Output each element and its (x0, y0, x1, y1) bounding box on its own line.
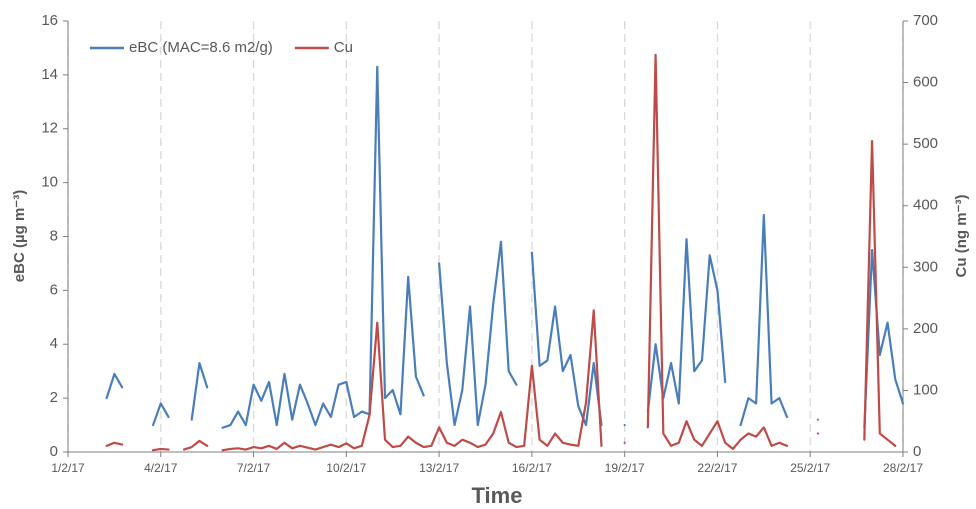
x-tick-label: 16/2/17 (512, 461, 552, 475)
y2-tick-label: 100 (913, 381, 938, 398)
y2-tick-label: 0 (913, 443, 921, 460)
legend-label: eBC (MAC=8.6 m2/g) (129, 39, 273, 56)
y-tick-label: 4 (50, 335, 58, 352)
x-axis-title: Time (472, 483, 523, 508)
x-tick-label: 7/2/17 (237, 461, 271, 475)
y-tick-label: 14 (41, 66, 58, 83)
series-line (105, 53, 897, 452)
y2-tick-label: 400 (913, 197, 938, 214)
y-tick-label: 12 (41, 120, 58, 137)
y2-tick-label: 300 (913, 258, 938, 275)
y-tick-label: 2 (50, 389, 58, 406)
y-tick-label: 16 (41, 12, 58, 29)
y2-tick-label: 200 (913, 320, 938, 337)
x-tick-label: 10/2/17 (326, 461, 366, 475)
y2-axis-title: Cu (ng m⁻³) (953, 195, 970, 278)
x-tick-label: 13/2/17 (419, 461, 459, 475)
y2-tick-label: 700 (913, 12, 938, 29)
y-tick-label: 8 (50, 227, 58, 244)
x-tick-label: 4/2/17 (144, 461, 178, 475)
series-line (105, 65, 905, 429)
y2-tick-label: 600 (913, 74, 938, 91)
legend-label: Cu (334, 39, 353, 56)
x-tick-label: 28/2/17 (883, 461, 923, 475)
y-tick-label: 6 (50, 281, 58, 298)
x-tick-label: 22/2/17 (697, 461, 737, 475)
y-tick-label: 0 (50, 443, 58, 460)
x-tick-label: 19/2/17 (605, 461, 645, 475)
x-tick-label: 1/2/17 (51, 461, 85, 475)
y-tick-label: 10 (41, 174, 58, 191)
y-axis-title: eBC (µg m⁻³) (11, 190, 28, 282)
y2-tick-label: 500 (913, 135, 938, 152)
x-tick-label: 25/2/17 (790, 461, 830, 475)
